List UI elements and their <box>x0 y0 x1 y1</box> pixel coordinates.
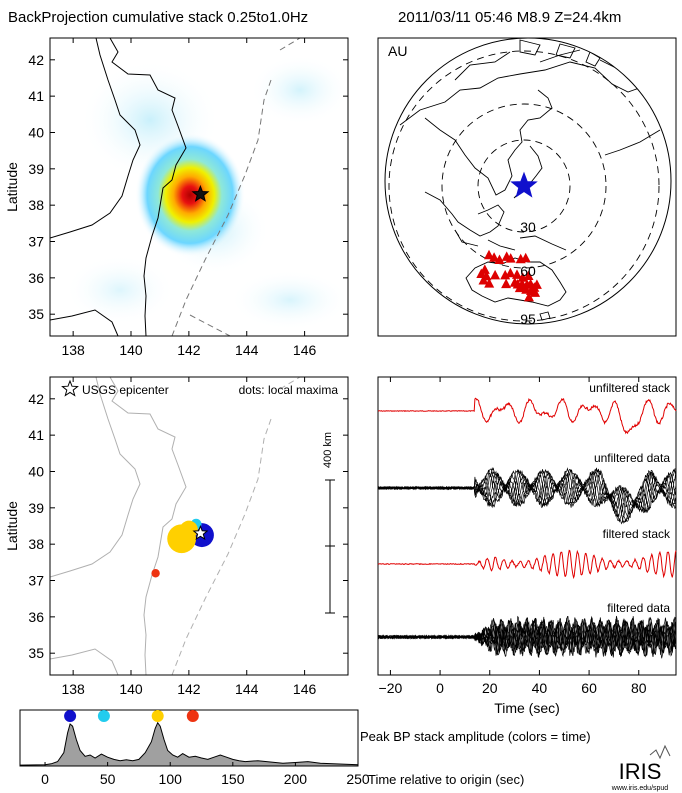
legend-dots: dots: local maxima <box>239 383 339 397</box>
unfiltered-stack-trace <box>378 397 677 435</box>
time-axis-label: Time (sec) <box>494 700 560 716</box>
top-map-ytick-label: 35 <box>28 306 44 322</box>
peak-xtick-label: 100 <box>159 771 183 787</box>
latitude-label-bottom: Latitude <box>4 501 20 551</box>
local-maximum-dot <box>151 569 160 578</box>
local-maximum-dot <box>179 520 198 539</box>
station-marker <box>512 269 522 279</box>
top-map-ytick-label: 41 <box>28 88 44 104</box>
peak-time-marker <box>97 710 110 722</box>
logo-text: IRIS <box>619 759 662 784</box>
epicenter-star-globe <box>510 171 538 198</box>
bottom-map-ytick-label: 38 <box>28 536 44 552</box>
top-map-xtick-label: 144 <box>235 342 259 358</box>
bottom-map-ytick-label: 40 <box>28 463 44 479</box>
peak-time-marker <box>64 710 77 722</box>
station-marker <box>489 252 500 262</box>
epicenter-star-icon <box>191 184 210 202</box>
filtered-stack-trace <box>377 549 677 580</box>
peak-axis-label: Time relative to origin (sec) <box>368 772 524 787</box>
bottom-map-ytick-label: 37 <box>28 573 44 589</box>
scale-bar <box>325 479 335 614</box>
bottom-map-ytick-label: 42 <box>28 391 44 407</box>
series-label-filtered-stack: filtered stack <box>603 527 671 541</box>
series-label-unfiltered-data: unfiltered data <box>594 451 670 465</box>
top-map-xtick-label: 140 <box>119 342 143 358</box>
station-marker <box>478 275 489 285</box>
bottom-map-ytick-label: 41 <box>28 427 44 443</box>
peak-xtick-label: 50 <box>100 771 116 787</box>
time-xtick-label: 0 <box>436 680 444 696</box>
time-xtick-label: −20 <box>379 680 403 696</box>
time-xtick-label: 40 <box>532 680 548 696</box>
station-marker <box>523 270 534 280</box>
logo-url: www.iris.edu/spud <box>611 785 669 792</box>
station-marker <box>531 279 542 289</box>
top-map-ytick-label: 40 <box>28 124 44 140</box>
station-marker <box>505 253 516 263</box>
peak-xtick-label: 150 <box>221 771 245 787</box>
series-label-filtered-data: filtered data <box>607 601 670 615</box>
station-marker <box>524 291 534 302</box>
energy-hotspot <box>135 133 245 257</box>
bottom-map-xtick-label: 142 <box>177 681 201 697</box>
peak-amplitude-panel: 0 50 100 150 200 250 Peak BP stack amplitude … <box>19 709 591 787</box>
station-marker <box>501 278 512 289</box>
station-marker <box>505 267 516 278</box>
latitude-label-top: Latitude <box>4 162 20 212</box>
peak-time-marker <box>186 710 199 722</box>
peak-xtick-label: 0 <box>41 771 49 787</box>
bottom-map-xtick-label: 144 <box>235 681 259 697</box>
array-label: AU <box>388 43 407 59</box>
ring-label-30: 30 <box>520 219 536 235</box>
station-globe: AU 30 60 95 <box>377 37 677 337</box>
top-map-xtick-label: 146 <box>293 342 317 358</box>
top-map-ytick-label: 37 <box>28 234 44 250</box>
peak-amplitude-area <box>19 721 359 767</box>
iris-logo: IRIS www.iris.edu/spud <box>611 744 671 792</box>
figure-title: BackProjection cumulative stack 0.25to1.… <box>8 9 308 26</box>
backprojection-map: 138 140 142 144 146 35 36 37 38 39 40 41 42 Latitude <box>4 37 349 358</box>
scale-label: 400 km <box>322 432 334 468</box>
time-xtick-label: 60 <box>581 680 597 696</box>
time-xtick-label: 20 <box>482 680 498 696</box>
epicenter-star-local <box>192 524 209 541</box>
station-marker <box>520 252 531 263</box>
unfiltered-data-trace <box>377 469 677 525</box>
time-xtick-label: 80 <box>631 680 647 696</box>
station-marker <box>494 254 505 264</box>
bottom-map-ytick-label: 35 <box>28 645 44 661</box>
unfiltered-data-trace <box>377 468 677 525</box>
top-map-ytick-label: 36 <box>28 270 44 286</box>
waveform-panel: unfiltered stack unfiltered data filtere… <box>377 376 677 716</box>
bottom-map-ytick-label: 36 <box>28 609 44 625</box>
top-map-ytick-label: 42 <box>28 52 44 68</box>
bottom-map-xtick-label: 138 <box>61 681 85 697</box>
station-marker <box>530 287 541 297</box>
station-marker <box>490 269 501 280</box>
bottom-map-xtick-label: 140 <box>119 681 143 697</box>
ring-label-95: 95 <box>520 311 536 327</box>
bottom-map-xtick-label: 146 <box>293 681 317 697</box>
ring-label-60: 60 <box>520 263 536 279</box>
local-maxima-map: 138 140 142 144 146 35 36 37 38 39 40 41 42 Latitude… <box>4 376 349 697</box>
event-info: 2011/03/11 05:46 M8.9 Z=24.4km <box>398 9 621 26</box>
peak-panel-title: Peak BP stack amplitude (colors = time) <box>360 729 591 744</box>
series-label-unfiltered-stack: unfiltered stack <box>589 381 671 395</box>
top-map-ytick-label: 39 <box>28 161 44 177</box>
station-marker <box>484 249 494 260</box>
peak-time-marker <box>151 710 164 722</box>
peak-xtick-label: 250 <box>346 771 370 787</box>
legend-star-icon <box>61 379 79 397</box>
top-map-ytick-label: 38 <box>28 197 44 213</box>
top-map-xtick-label: 138 <box>61 342 85 358</box>
bottom-map-ytick-label: 39 <box>28 500 44 516</box>
filtered-data-trace <box>377 618 677 658</box>
station-marker <box>484 278 495 288</box>
top-map-xtick-label: 142 <box>177 342 201 358</box>
legend-epicenter: USGS epicenter <box>82 383 169 397</box>
unfiltered-data-trace <box>377 468 677 515</box>
peak-xtick-label: 200 <box>284 771 308 787</box>
